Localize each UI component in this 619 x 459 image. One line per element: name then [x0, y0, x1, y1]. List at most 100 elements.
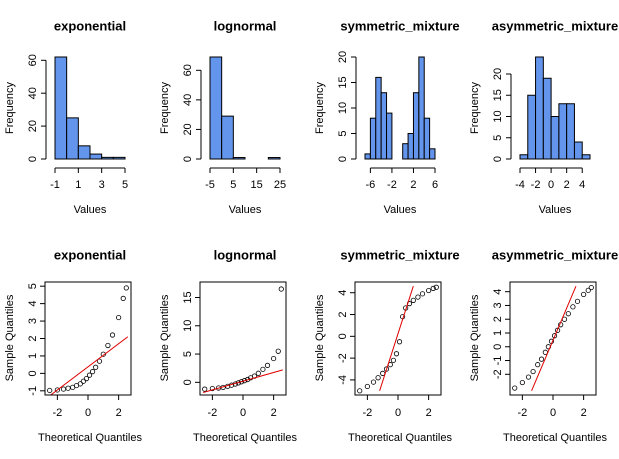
bar: [581, 154, 591, 160]
reference-line: [203, 369, 283, 393]
bar: [542, 77, 552, 160]
point: [554, 327, 561, 333]
y-axis-label: Sample Quantiles: [314, 294, 326, 381]
point: [93, 364, 99, 370]
x-tick-label: 0: [85, 407, 91, 419]
x-tick-label: -4: [515, 179, 525, 191]
x-tick-label: -6: [365, 179, 375, 191]
bar: [402, 143, 409, 160]
bar: [101, 156, 114, 160]
bar: [267, 157, 281, 160]
y-tick-label: 0: [27, 156, 39, 162]
y-tick-label: 40: [27, 87, 39, 99]
point: [375, 375, 381, 381]
x-tick-label: 0: [395, 407, 401, 419]
x-axis-label: Theoretical Quantiles: [193, 432, 297, 444]
bar: [369, 117, 377, 160]
x-tick-label: 4: [579, 179, 585, 191]
y-tick-label: 0: [182, 379, 194, 385]
y-tick-label: 1: [27, 353, 39, 359]
point: [96, 358, 103, 364]
point: [415, 294, 421, 300]
bar: [407, 133, 414, 160]
point: [588, 284, 594, 291]
point: [260, 366, 266, 372]
y-axis-label: Frequency: [314, 82, 326, 134]
point: [530, 368, 536, 375]
x-tick-label: -2: [517, 407, 527, 419]
y-tick-label: 2: [492, 316, 504, 322]
point: [383, 366, 390, 372]
bar: [232, 157, 246, 160]
point: [89, 369, 96, 375]
y-tick-label: 60: [182, 64, 194, 76]
bar: [429, 148, 436, 160]
x-tick-label: 2: [581, 407, 587, 419]
bar: [89, 153, 103, 160]
chart-title: asymmetric_mixture: [492, 18, 618, 33]
plot-box: [199, 281, 287, 396]
reference-line: [49, 336, 129, 395]
x-tick-label: -2: [531, 179, 541, 191]
point: [370, 379, 377, 385]
chart-title: exponential: [54, 247, 126, 262]
bar: [573, 141, 583, 160]
y-tick-label: 10: [337, 102, 349, 114]
point: [565, 311, 571, 317]
point: [109, 332, 116, 338]
chart-title: lognormal: [214, 247, 277, 262]
point: [264, 362, 271, 368]
x-tick-label: 5: [230, 179, 236, 191]
x-tick-label: 5: [122, 179, 128, 191]
bar: [535, 56, 544, 160]
y-tick-label: 4: [337, 290, 349, 296]
point: [255, 370, 261, 376]
y-tick-label: 0: [337, 156, 349, 162]
point: [357, 388, 363, 394]
point: [535, 362, 541, 368]
plot-box: [44, 281, 132, 396]
y-tick-label: 1: [492, 330, 504, 336]
bar: [418, 56, 425, 160]
y-tick-label: 2: [27, 335, 39, 341]
x-tick-label: 0: [550, 407, 556, 419]
plot-box: [509, 281, 597, 396]
point: [209, 385, 215, 392]
y-tick-label: 4: [27, 301, 39, 307]
chart-title: asymmetric_mixture: [492, 247, 618, 262]
bar: [221, 115, 234, 160]
y-tick-label: -2: [492, 369, 504, 379]
point: [433, 284, 439, 290]
x-axis-label: Theoretical Quantiles: [38, 432, 142, 444]
bar: [550, 116, 560, 160]
x-tick-label: 25: [274, 179, 286, 191]
y-tick-label: -2: [337, 353, 349, 363]
x-tick-label: 15: [251, 179, 263, 191]
x-axis-label: Values: [539, 204, 572, 216]
y-tick-label: 40: [182, 94, 194, 106]
y-tick-label: 10: [182, 320, 194, 332]
x-tick-label: -2: [387, 179, 397, 191]
y-tick-label: -1: [27, 386, 39, 396]
point: [396, 339, 403, 345]
bar: [566, 103, 575, 160]
y-axis-label: Sample Quantiles: [469, 294, 481, 381]
y-tick-label: 5: [492, 135, 504, 141]
y-axis-label: Frequency: [4, 82, 16, 134]
bar: [380, 92, 388, 160]
y-tick-label: 5: [182, 351, 194, 357]
bar: [558, 103, 568, 160]
point: [574, 298, 581, 304]
y-tick-label: 0: [492, 156, 504, 162]
point: [83, 376, 90, 382]
bar: [209, 56, 223, 160]
y-tick-label: -4: [337, 375, 349, 385]
y-tick-label: 0: [492, 344, 504, 350]
x-tick-label: 2: [116, 407, 122, 419]
y-tick-label: 2: [337, 311, 349, 317]
y-tick-label: 4: [492, 289, 504, 295]
point: [80, 378, 87, 384]
y-tick-label: 15: [182, 291, 194, 303]
y-tick-label: 0: [337, 333, 349, 339]
